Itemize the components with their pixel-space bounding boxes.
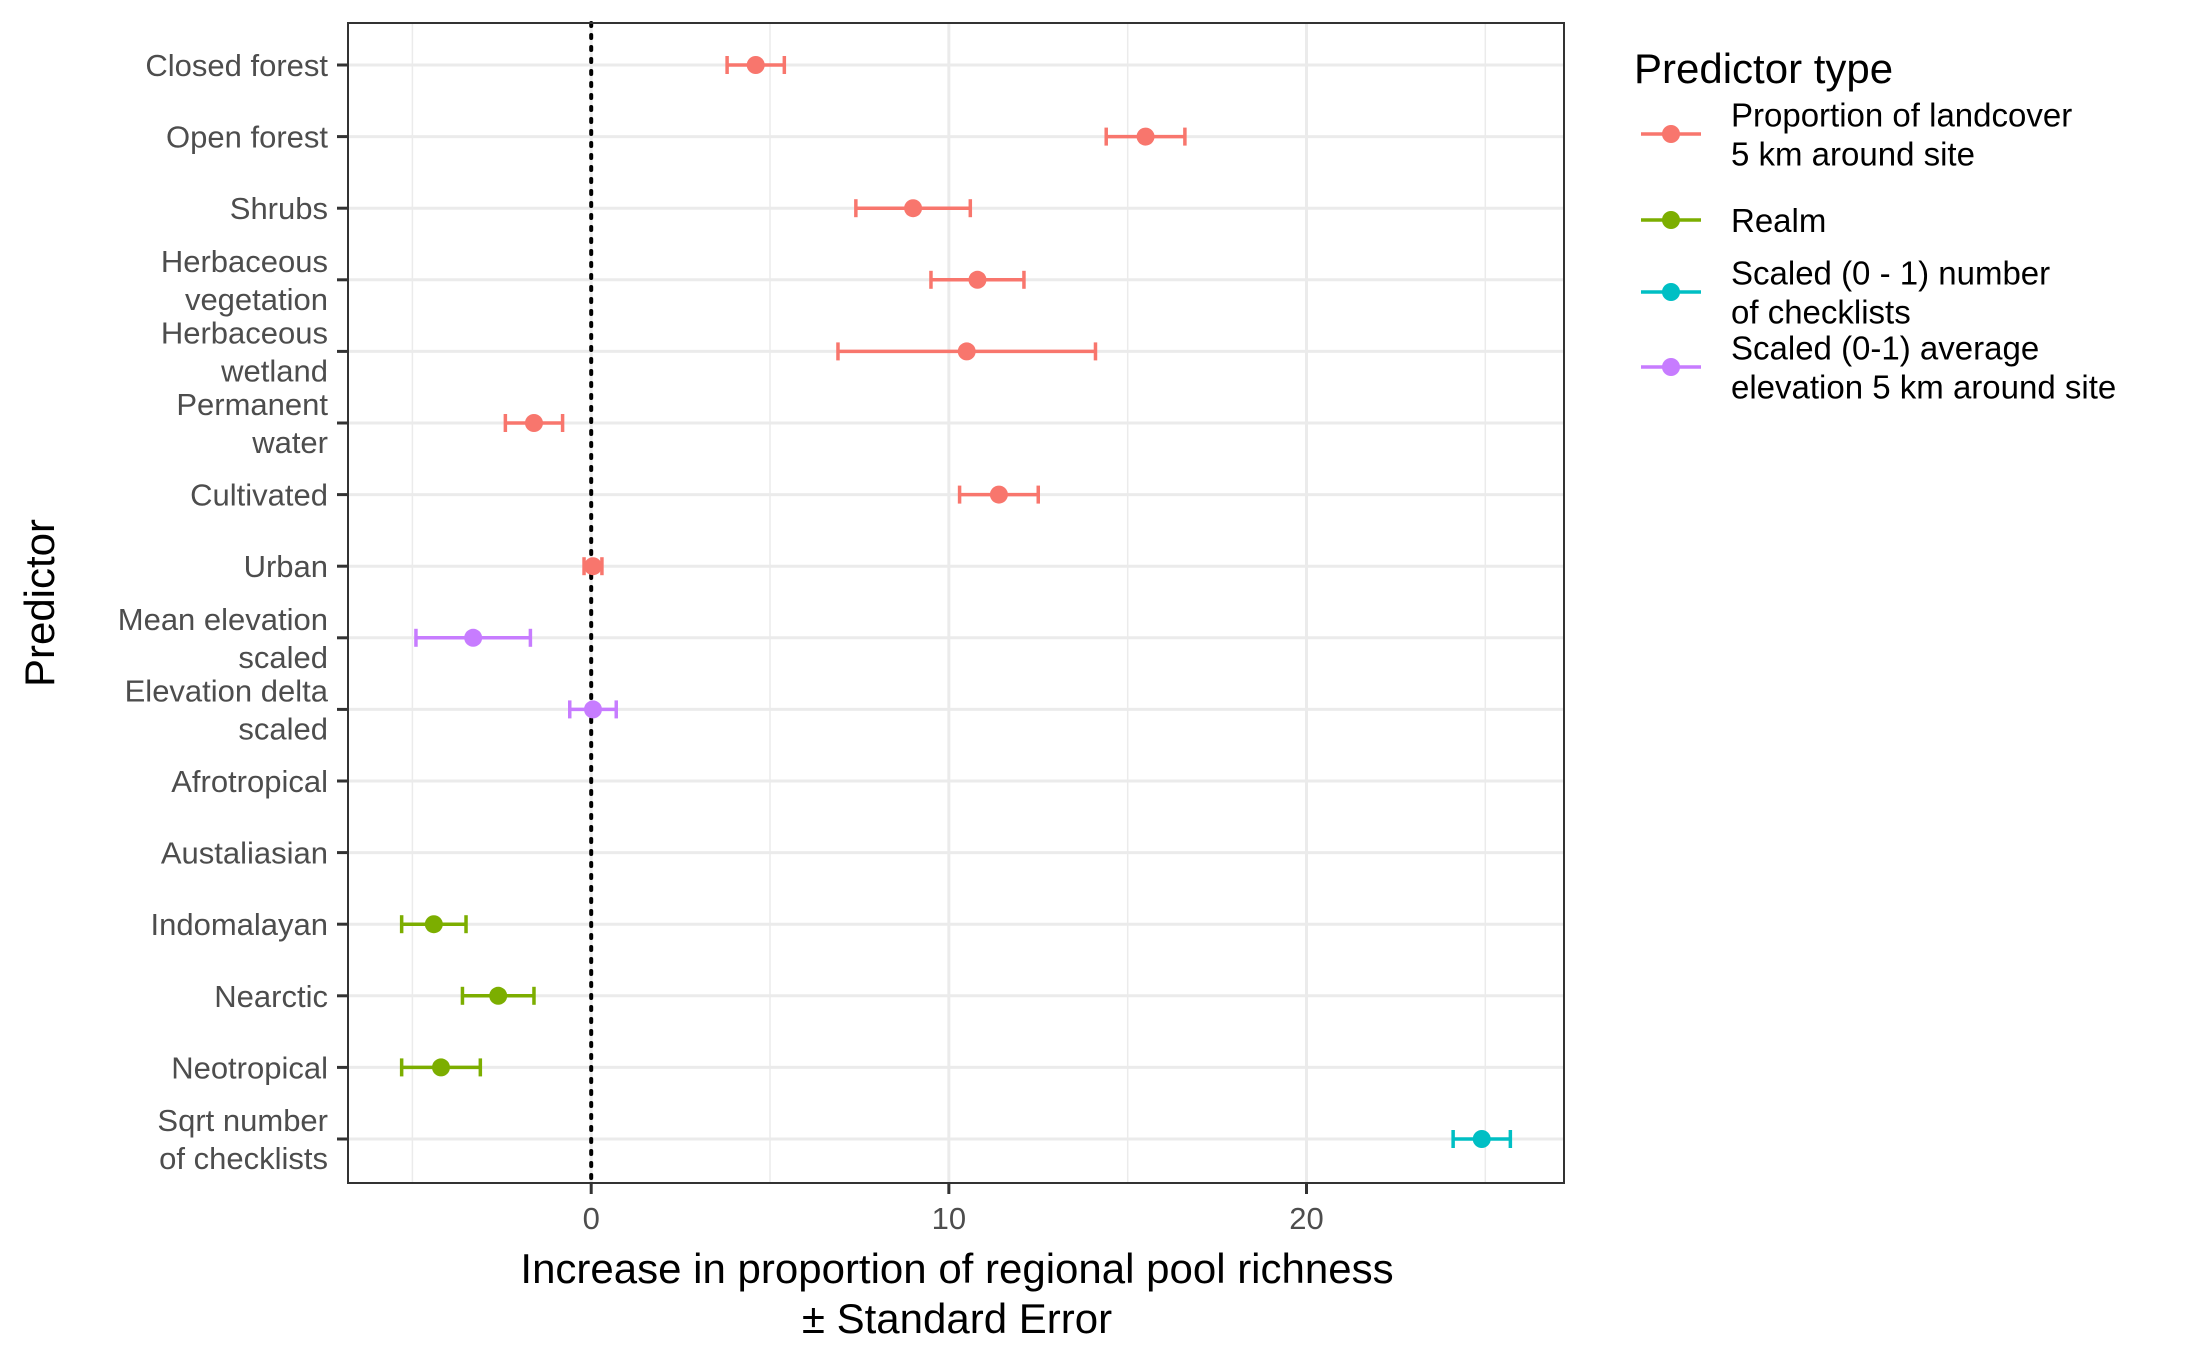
x-tick-label: 0 — [583, 1201, 600, 1236]
y-tick-label-line: Austaliasian — [161, 836, 328, 871]
legend-label-line: Proportion of landcover — [1731, 97, 2072, 134]
estimate-point — [424, 915, 443, 934]
y-tick-label-line: water — [251, 425, 328, 460]
x-axis-title-line-1: Increase in proportion of regional pool … — [520, 1245, 1393, 1292]
y-tick-label-line: Indomalayan — [150, 907, 328, 942]
estimate-point — [583, 700, 602, 719]
y-tick-label-line: wetland — [220, 353, 328, 388]
x-tick-label: 20 — [1289, 1201, 1323, 1236]
y-tick-label-line: Cultivated — [190, 478, 328, 513]
y-tick-label: Sqrt number of checklists — [157, 1103, 328, 1176]
y-tick-label: Permanent water — [176, 387, 328, 460]
x-axis-title-line-2: ± Standard Error — [802, 1295, 1112, 1342]
estimate-point — [957, 342, 976, 361]
estimate-point — [524, 414, 543, 432]
y-tick-label: Herbaceous wetland — [161, 315, 328, 388]
y-tick-label-line: Permanent — [176, 387, 328, 422]
plot-panel-border — [347, 22, 1565, 1184]
y-tick-label-line: Neotropical — [171, 1050, 328, 1085]
y-tick-label: Shrubs — [230, 191, 328, 226]
y-tick-label-line: of checklists — [159, 1141, 328, 1176]
y-tick-label-line: Herbaceous — [161, 244, 328, 279]
y-tick-label-line: Nearctic — [214, 979, 328, 1014]
y-tick-label-line: Closed forest — [145, 48, 328, 83]
y-tick-label: Austaliasian — [161, 836, 328, 871]
legend-label-line: Scaled (0-1) average — [1731, 330, 2039, 367]
legend-title: Predictor type — [1634, 45, 1893, 92]
estimate-point — [1472, 1130, 1491, 1148]
y-tick-label-line: scaled — [238, 640, 328, 675]
estimate-point — [904, 199, 923, 218]
estimate-point — [583, 557, 602, 576]
estimate-point — [746, 56, 765, 74]
legend-label: Scaled (0-1) average elevation 5 km aroun… — [1731, 330, 2116, 406]
legend-label-line: Realm — [1731, 202, 1826, 239]
y-tick-label-line: scaled — [238, 711, 328, 746]
legend-key-point — [1662, 211, 1680, 229]
y-tick-label: Urban — [244, 549, 328, 584]
estimate-point — [1136, 127, 1155, 146]
legend-label-line: Scaled (0 - 1) number — [1731, 255, 2050, 292]
legend-key-point — [1662, 125, 1680, 143]
y-tick-label: Herbaceous vegetation — [161, 244, 328, 317]
grid-lines — [348, 23, 1564, 1183]
y-tick-label: Cultivated — [190, 478, 328, 513]
y-tick-label-line: Elevation delta — [125, 673, 329, 708]
y-tick-label-line: Sqrt number — [157, 1103, 328, 1138]
y-axis: Closed forest Open forest Shrubs Herbaceous… — [118, 48, 348, 1176]
y-tick-label-line: Urban — [244, 549, 328, 584]
legend-label-line: 5 km around site — [1731, 136, 1975, 173]
y-tick-label: Elevation delta scaled — [125, 673, 329, 746]
data-marks — [399, 56, 1513, 1148]
legend-key-point — [1662, 283, 1680, 301]
y-tick-label: Afrotropical — [171, 764, 328, 799]
legend-key-point — [1662, 358, 1680, 376]
y-tick-label: Indomalayan — [150, 907, 328, 942]
y-tick-label-line: Open forest — [166, 120, 328, 155]
y-tick-label: Closed forest — [145, 48, 328, 83]
estimate-point — [431, 1058, 450, 1077]
estimate-point — [989, 485, 1008, 504]
y-tick-label-line: Herbaceous — [161, 315, 328, 350]
y-tick-label: Mean elevation scaled — [118, 602, 328, 675]
y-tick-label-line: Afrotropical — [171, 764, 328, 799]
x-tick-label: 10 — [932, 1201, 966, 1236]
y-axis-title: Predictor — [16, 519, 63, 687]
legend-label: Realm — [1731, 202, 1826, 239]
legend-label-line: of checklists — [1731, 294, 1911, 331]
legend: Predictor type Proportion of landcover 5 … — [1634, 45, 2116, 406]
estimate-point — [464, 628, 483, 647]
legend-label: Scaled (0 - 1) number of checklists — [1731, 255, 2050, 331]
y-tick-label: Open forest — [166, 120, 328, 155]
estimate-point — [489, 986, 508, 1005]
y-tick-label: Neotropical — [171, 1050, 328, 1085]
legend-label-line: elevation 5 km around site — [1731, 369, 2116, 406]
y-tick-label-line: Shrubs — [230, 191, 328, 226]
estimate-point — [968, 270, 987, 289]
y-tick-label: Nearctic — [214, 979, 328, 1014]
legend-label: Proportion of landcover 5 km around site — [1731, 97, 2072, 173]
x-axis: 0 10 20 — [583, 1183, 1324, 1236]
y-tick-label-line: Mean elevation — [118, 602, 328, 637]
y-tick-label-line: vegetation — [185, 282, 328, 317]
plot-background — [348, 23, 1564, 1183]
